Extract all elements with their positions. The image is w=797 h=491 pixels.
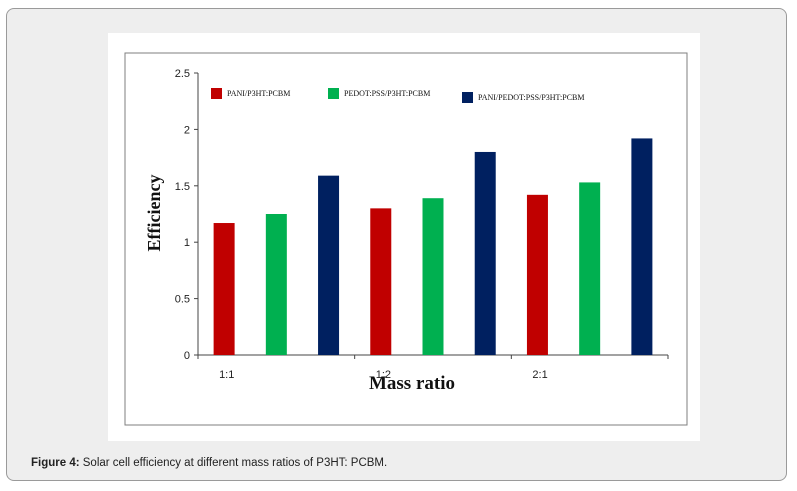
caption-text: Solar cell efficiency at different mass … bbox=[79, 457, 388, 469]
bar-pedot-pss-p3ht-pcbm-1-2 bbox=[422, 198, 444, 355]
legend-swatch bbox=[462, 92, 473, 103]
legend-swatch bbox=[211, 88, 222, 99]
y-tick-label: 1 bbox=[184, 237, 190, 249]
y-ticks: 0 0.5 1 1.5 2 2.5 bbox=[175, 68, 198, 362]
legend-label: PEDOT:PSS/P3HT:PCBM bbox=[344, 89, 430, 98]
bar-pedot-pss-p3ht-pcbm-2-1 bbox=[579, 182, 601, 355]
y-tick-label: 0.5 bbox=[175, 294, 190, 306]
y-axis-title: Efficiency bbox=[144, 175, 164, 252]
x-tick-label: 1:2 bbox=[376, 369, 391, 381]
bar-pani-pedot-pss-p3ht-pcbm-1-1 bbox=[318, 175, 340, 355]
legend-swatch bbox=[328, 88, 339, 99]
x-ticks: 1:1 1:2 2:1 bbox=[197, 355, 669, 381]
legend-label: PANI/P3HT:PCBM bbox=[227, 89, 290, 98]
legend-label: PANI/PEDOT:PSS/P3HT:PCBM bbox=[478, 93, 585, 102]
y-tick-label: 1.5 bbox=[175, 181, 190, 193]
bar-pani-p3ht-pcbm-1-2 bbox=[370, 208, 392, 355]
y-tick-label: 2.5 bbox=[175, 68, 190, 80]
x-axis-title: Mass ratio bbox=[369, 373, 455, 394]
y-tick-label: 2 bbox=[184, 124, 190, 136]
plot-frame bbox=[124, 52, 688, 426]
figure-card: 0 0.5 1 1.5 2 2.5 1:1 1:2 2:1 PANI/P3HT:PCBM PED… bbox=[6, 8, 787, 481]
bar-pani-pedot-pss-p3ht-pcbm-2-1 bbox=[631, 138, 653, 355]
bar-chart: 0 0.5 1 1.5 2 2.5 1:1 1:2 2:1 PANI/P3HT:PCBM PED… bbox=[124, 52, 688, 426]
bar-pedot-pss-p3ht-pcbm-1-1 bbox=[265, 214, 287, 355]
caption-label: Figure 4: bbox=[31, 457, 80, 469]
chart-panel: 0 0.5 1 1.5 2 2.5 1:1 1:2 2:1 PANI/P3HT:PCBM PED… bbox=[108, 33, 700, 441]
legend: PANI/P3HT:PCBM PEDOT:PSS/P3HT:PCBM PANI/PE… bbox=[211, 88, 585, 103]
bars bbox=[213, 138, 653, 355]
bar-pani-p3ht-pcbm-1-1 bbox=[213, 223, 235, 355]
figure-caption: Figure 4: Solar cell efficiency at diffe… bbox=[31, 457, 387, 469]
bar-pani-pedot-pss-p3ht-pcbm-1-2 bbox=[474, 151, 496, 355]
x-tick-label: 2:1 bbox=[532, 369, 547, 381]
x-tick-label: 1:1 bbox=[219, 369, 234, 381]
bar-pani-p3ht-pcbm-2-1 bbox=[526, 194, 548, 355]
y-tick-label: 0 bbox=[184, 350, 190, 362]
